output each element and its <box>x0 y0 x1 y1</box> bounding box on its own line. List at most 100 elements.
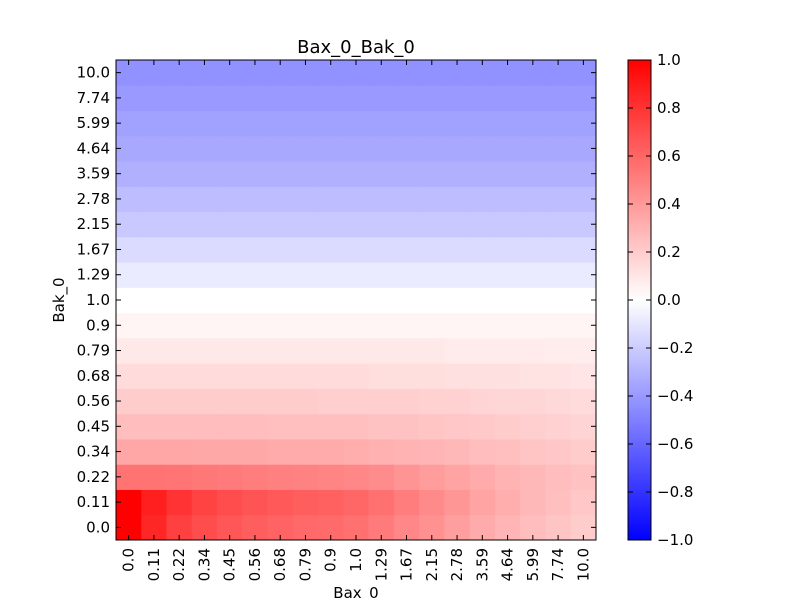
heatmap-cell <box>444 337 471 364</box>
heatmap-cell <box>444 262 471 288</box>
heatmap-cell <box>217 413 243 440</box>
y-tick-label: 0.79 <box>77 342 110 360</box>
heatmap-cell <box>368 110 395 137</box>
x-tick-label: 1.67 <box>398 548 416 581</box>
heatmap-cell <box>141 489 168 516</box>
heatmap-cell <box>166 186 193 213</box>
heatmap-cell <box>318 211 344 238</box>
x-axis: 0.0 0.11 0.22 0.34 0.45 0.56 0.68 0.79 0.9 1.0 1.2… <box>120 60 592 581</box>
y-axis: 0.0 0.11 0.22 0.34 0.45 0.56 0.68 0.79 0.9 1.0 1.2… <box>77 64 596 536</box>
heatmap-cell <box>494 489 521 516</box>
heatmap-cell <box>393 186 420 213</box>
heatmap-cell <box>343 186 370 213</box>
heatmap-cell <box>141 262 168 288</box>
heatmap-cell <box>141 85 168 112</box>
heatmap-cell <box>141 464 168 490</box>
heatmap-cell <box>494 186 521 213</box>
heatmap-cell <box>444 312 471 339</box>
heatmap-cell <box>217 262 243 288</box>
heatmap-cell <box>469 262 496 288</box>
heatmap-cell <box>292 312 319 339</box>
heatmap-cell <box>318 186 344 213</box>
x-tick-label: 0.68 <box>271 548 289 581</box>
y-tick-label: 0.56 <box>77 392 110 410</box>
heatmap-cell <box>267 161 294 187</box>
heatmap-cell <box>368 337 395 364</box>
colorbar-tick-label: −0.6 <box>657 435 693 453</box>
y-tick-label: 0.11 <box>77 493 110 511</box>
heatmap-cell <box>292 211 319 238</box>
heatmap-cell <box>267 337 294 364</box>
heatmap-cell <box>419 110 445 137</box>
heatmap-cell <box>292 388 319 415</box>
heatmap-cell <box>191 438 218 465</box>
x-axis-label: Bax_0 <box>333 584 378 600</box>
heatmap-cell <box>444 135 471 162</box>
heatmap-cell <box>318 438 344 465</box>
heatmap-cell <box>242 236 269 263</box>
heatmap-cell <box>191 363 218 389</box>
heatmap-cell <box>469 110 496 137</box>
heatmap-cell <box>217 135 243 162</box>
heatmap-cell <box>469 438 496 465</box>
heatmap-cell <box>318 262 344 288</box>
heatmap-cell <box>494 161 521 187</box>
heatmap-cell <box>368 85 395 112</box>
heatmap-cell <box>545 85 572 112</box>
heatmap-cell <box>267 438 294 465</box>
y-tick-label: 2.78 <box>77 190 110 208</box>
heatmap-cell <box>343 287 370 314</box>
heatmap-cell <box>393 337 420 364</box>
heatmap-cell <box>242 312 269 339</box>
colorbar-tick-label: 0.2 <box>657 243 681 261</box>
heatmap-cell <box>520 161 546 187</box>
heatmap-cell <box>368 211 395 238</box>
heatmap-cell <box>166 262 193 288</box>
x-tick-label: 0.9 <box>322 548 340 572</box>
heatmap-cell <box>494 110 521 137</box>
heatmap-cell <box>368 464 395 490</box>
heatmap-cell <box>217 236 243 263</box>
x-tick-label: 0.34 <box>195 548 213 581</box>
heatmap-cell <box>393 312 420 339</box>
heatmap-cell <box>343 363 370 389</box>
heatmap-cell <box>469 464 496 490</box>
heatmap-cell <box>242 287 269 314</box>
heatmap-cell <box>267 85 294 112</box>
heatmap-cell <box>419 438 445 465</box>
y-tick-label: 0.9 <box>86 316 110 334</box>
y-tick-label: 1.29 <box>77 266 110 284</box>
heatmap-cell <box>545 312 572 339</box>
heatmap-cell <box>393 262 420 288</box>
heatmap-cell <box>545 388 572 415</box>
heatmap-cell <box>393 363 420 389</box>
heatmap-cell <box>393 489 420 516</box>
heatmap-cell <box>141 337 168 364</box>
heatmap-cell <box>368 413 395 440</box>
heatmap-cell <box>419 337 445 364</box>
heatmap-cell <box>191 85 218 112</box>
heatmap-cell <box>520 287 546 314</box>
heatmap-cell <box>545 211 572 238</box>
heatmap-cell <box>292 262 319 288</box>
heatmap-cell <box>520 262 546 288</box>
heatmap-cell <box>242 186 269 213</box>
heatmap-cell <box>242 262 269 288</box>
heatmap-cell <box>242 161 269 187</box>
heatmap-cell <box>545 438 572 465</box>
heatmap-cell <box>419 85 445 112</box>
heatmap-cell <box>469 85 496 112</box>
heatmap-cell <box>141 413 168 440</box>
heatmap-cell <box>191 287 218 314</box>
heatmap-cell <box>242 337 269 364</box>
heatmap-cell <box>318 312 344 339</box>
heatmap-cell <box>545 161 572 187</box>
x-tick-label: 1.0 <box>347 548 365 572</box>
heatmap-cell <box>469 161 496 187</box>
heatmap-cell <box>419 161 445 187</box>
heatmap-cell <box>393 438 420 465</box>
heatmap-cell <box>166 464 193 490</box>
heatmap-cell <box>343 413 370 440</box>
heatmap-cell <box>242 489 269 516</box>
heatmap-cell <box>267 388 294 415</box>
